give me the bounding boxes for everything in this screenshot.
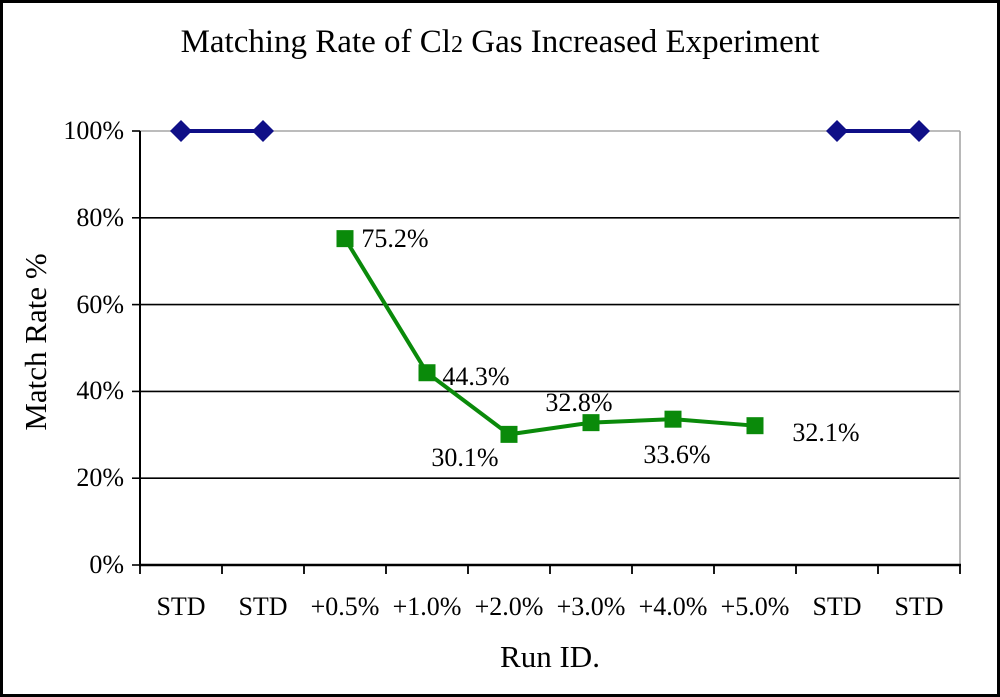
square-marker [746, 417, 764, 435]
series-markers-1 [336, 230, 764, 443]
x-tick-label: +0.5% [310, 592, 380, 621]
x-tick-label: STD [238, 592, 288, 621]
gridlines [132, 130, 961, 566]
x-tick-label: +4.0% [638, 592, 708, 621]
x-tick-label: +2.0% [474, 592, 544, 621]
square-marker [336, 230, 354, 248]
diamond-marker [826, 120, 848, 142]
data-label: 75.2% [361, 223, 429, 253]
square-marker [500, 425, 518, 443]
data-label: 30.1% [431, 443, 499, 473]
chart-title-prefix: Matching Rate of Cl [180, 24, 451, 60]
diamond-marker [908, 120, 930, 142]
x-tick-label: STD [812, 592, 862, 621]
square-marker [664, 410, 682, 428]
data-label: 33.6% [643, 440, 711, 470]
square-marker [582, 414, 600, 432]
data-label: 32.8% [545, 387, 613, 417]
x-tick-label: STD [894, 592, 944, 621]
y-tick-label: 100% [63, 116, 124, 145]
y-tick-label: 20% [76, 463, 124, 493]
axes [139, 131, 961, 574]
data-label: 44.3% [442, 361, 510, 391]
chart-title-suffix: Gas Increased Experiment [462, 24, 820, 60]
x-axis-title: Run ID. [500, 639, 600, 674]
square-marker [418, 364, 436, 382]
series-markers-0 [170, 120, 930, 142]
y-tick-label: 40% [76, 376, 124, 406]
chart-title-subscript: 2 [450, 32, 463, 58]
series-line-1 [343, 237, 756, 437]
y-tick-label: 60% [76, 289, 124, 319]
x-tick-label: STD [156, 592, 206, 621]
x-tick-label: +1.0% [392, 592, 462, 621]
y-tick-label: 80% [76, 202, 124, 232]
data-label: 32.1% [792, 417, 860, 447]
diamond-marker [252, 120, 274, 142]
y-tick-label: 0% [89, 550, 124, 579]
chart-title: Matching Rate of Cl2 Gas Increased Exper… [0, 24, 1000, 61]
x-tick-label: +3.0% [556, 592, 626, 621]
diamond-marker [170, 120, 192, 142]
x-tick-label: +5.0% [720, 592, 790, 621]
